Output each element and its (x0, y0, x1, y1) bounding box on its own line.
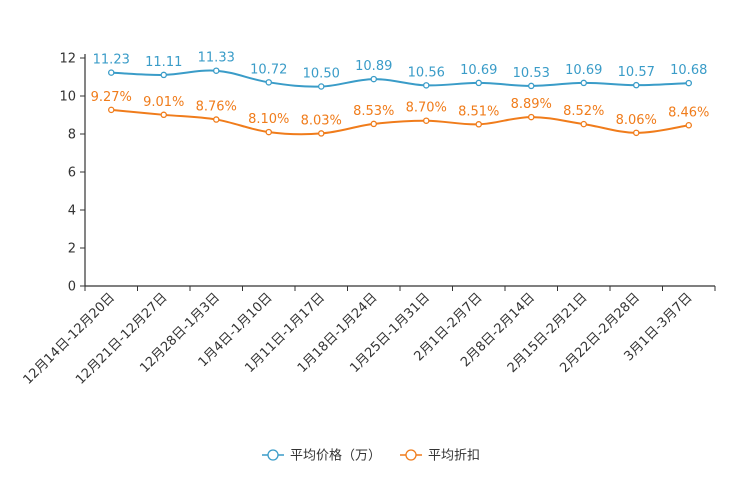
y-tick-label: 0 (68, 280, 76, 295)
data-label: 11.33 (198, 51, 235, 66)
data-label: 9.27% (91, 90, 132, 105)
data-label: 8.46% (668, 105, 709, 120)
data-point[interactable] (265, 128, 272, 136)
series-1: 11.23 11.11 11.33 10.72 10.50 10.89 10.56 10.69… (93, 51, 707, 90)
data-label: 8.03% (301, 113, 342, 128)
series-line (111, 108, 689, 136)
y-tick-label: 8 (68, 128, 76, 143)
series-line (111, 69, 689, 88)
data-label: 8.06% (616, 113, 657, 128)
legend-item-1[interactable]: 平均价格（万） (262, 448, 381, 464)
data-point[interactable] (160, 111, 167, 119)
data-point[interactable] (212, 116, 220, 123)
data-label: 11.23 (93, 53, 130, 68)
data-point[interactable] (475, 79, 482, 87)
legend[interactable]: 平均价格（万） 平均折扣 (262, 448, 480, 464)
data-point[interactable] (108, 106, 115, 114)
y-tick-label: 10 (59, 90, 76, 105)
legend-marker-icon (405, 449, 417, 461)
data-point[interactable] (685, 79, 693, 87)
legend-label: 平均价格（万） (290, 448, 381, 464)
data-label: 8.70% (406, 101, 447, 116)
data-point[interactable] (160, 71, 167, 79)
data-point[interactable] (370, 120, 377, 128)
y-tick-label: 6 (68, 166, 76, 181)
data-label: 8.76% (196, 100, 237, 115)
y-tick-label: 2 (68, 242, 76, 257)
data-label: 10.69 (565, 63, 602, 78)
series-2: 9.27% 9.01% 8.76% 8.10% 8.03% 8.53% 8.70% 8.51%… (91, 90, 709, 137)
data-point[interactable] (422, 117, 430, 124)
data-label: 10.89 (355, 59, 392, 74)
legend-marker-icon (267, 449, 279, 461)
data-label: 10.72 (250, 62, 287, 77)
data-point[interactable] (422, 82, 430, 89)
data-point[interactable] (685, 122, 693, 129)
data-point[interactable] (265, 79, 272, 86)
data-label: 11.11 (145, 55, 182, 70)
data-label: 10.53 (513, 66, 550, 81)
data-point[interactable] (528, 82, 535, 90)
data-label: 8.53% (353, 104, 394, 119)
x-tick-label: 12月14日-12月20日 (21, 290, 118, 387)
data-point[interactable] (475, 121, 482, 128)
data-point[interactable] (108, 69, 115, 76)
y-tick-label: 4 (68, 204, 76, 219)
data-label: 10.69 (460, 63, 497, 78)
data-label: 8.51% (458, 104, 499, 119)
data-label: 10.56 (408, 65, 445, 80)
data-point[interactable] (580, 79, 588, 87)
data-point[interactable] (212, 67, 220, 74)
data-label: 8.89% (511, 97, 552, 112)
data-point[interactable] (528, 113, 535, 121)
data-point[interactable] (633, 81, 640, 89)
data-point[interactable] (317, 83, 325, 90)
data-point[interactable] (370, 75, 377, 83)
data-label: 8.52% (563, 104, 604, 119)
legend-label: 平均折扣 (428, 449, 480, 464)
data-point[interactable] (633, 129, 640, 137)
data-label: 10.57 (618, 65, 655, 80)
legend-item-2[interactable]: 平均折扣 (400, 449, 480, 464)
data-label: 10.50 (303, 67, 340, 82)
data-label: 8.10% (248, 112, 289, 127)
data-label: 9.01% (143, 95, 184, 110)
series-layer: 11.23 11.11 11.33 10.72 10.50 10.89 10.56 10.69… (91, 51, 709, 137)
x-tick-label: 12月21日-12月27日 (73, 290, 170, 387)
y-tick-label: 12 (59, 52, 76, 67)
data-point[interactable] (580, 120, 588, 128)
data-point[interactable] (317, 130, 325, 137)
data-label: 10.68 (670, 63, 707, 78)
